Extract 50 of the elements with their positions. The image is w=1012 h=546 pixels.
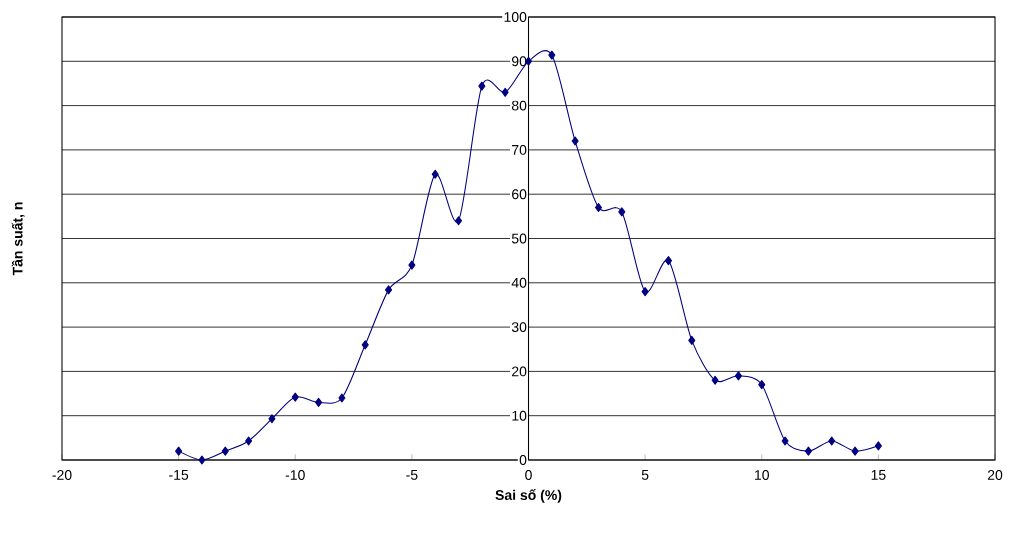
point: [501, 87, 509, 97]
point: [221, 446, 229, 456]
y-tick-label: 0: [519, 455, 527, 465]
point: [198, 455, 206, 465]
y-tick-label: 40: [511, 277, 527, 288]
point: [454, 216, 463, 226]
y-axis-title: Tần suất, n: [11, 202, 25, 276]
point: [618, 207, 626, 217]
point: [478, 81, 486, 91]
point: [734, 371, 742, 381]
point: [828, 436, 836, 446]
point: [291, 392, 299, 402]
x-axis-title: Sai số (%): [495, 489, 562, 503]
point: [874, 441, 882, 451]
x-tick-label: -15: [169, 470, 189, 480]
point: [594, 202, 603, 213]
y-tick-label: 10: [512, 410, 527, 421]
point: [245, 436, 253, 446]
x-tick-label: 20: [987, 470, 1003, 480]
x-tick-label: -5: [406, 470, 418, 480]
point: [175, 446, 183, 456]
point: [268, 414, 276, 424]
y-tick-label: 30: [511, 322, 527, 333]
point: [688, 335, 696, 345]
point: [361, 340, 369, 350]
x-tick-label: 5: [641, 470, 649, 480]
x-tick-label: 15: [871, 470, 886, 480]
y-tick-label: 80: [511, 100, 527, 111]
point: [431, 169, 439, 179]
y-tick-label: 20: [512, 366, 527, 377]
point: [338, 393, 346, 403]
point: [571, 136, 579, 146]
y-tick-label: 100: [504, 12, 527, 22]
x-tick-label: 10: [755, 470, 769, 480]
y-tick-label: 50: [511, 233, 527, 244]
y-tick-label: 70: [512, 144, 527, 155]
point: [408, 260, 416, 270]
x-tick-label: -10: [285, 470, 305, 480]
point: [641, 287, 649, 297]
point: [548, 50, 556, 60]
point: [385, 285, 393, 295]
point: [664, 256, 672, 266]
point: [315, 397, 323, 407]
y-tick-label: 60: [512, 189, 527, 200]
point: [851, 446, 859, 456]
point: [781, 436, 789, 446]
point: [711, 375, 719, 385]
point: [804, 446, 812, 456]
x-tick-label: -20: [52, 470, 72, 480]
point: [758, 380, 766, 390]
